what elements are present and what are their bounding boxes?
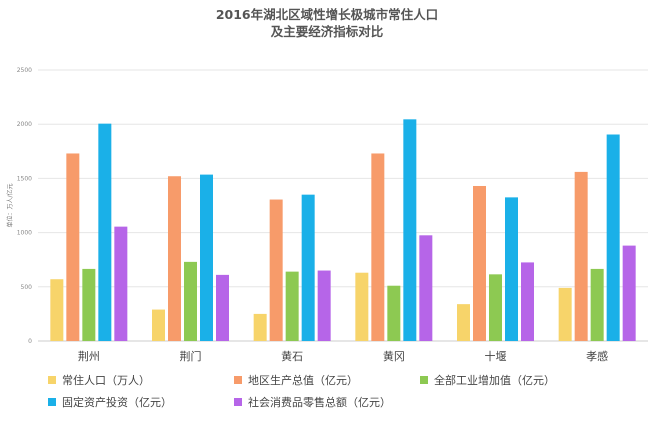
legend-label-investment: 固定资产投资（亿元） [62,396,172,409]
legend-label-gdp: 地区生产总值（亿元） [248,374,358,387]
bar-十堰-3 [505,197,518,341]
legend-swatch-gdp [234,376,242,384]
bar-荆门-1 [168,176,181,341]
bar-黄冈-2 [387,285,401,341]
bar-十堰-4 [521,262,534,341]
legend-swatch-retail [234,398,242,406]
bar-黄冈-1 [371,153,385,341]
bar-孝感-1 [574,171,588,341]
y-tick-label-2000: 2000 [17,121,32,128]
bar-十堰-2 [489,274,502,341]
legend-swatch-industry [420,376,428,384]
chart-title-line-1: 2016年湖北区域性增长极城市常住人口 [215,7,439,22]
bar-黄石-3 [301,194,315,341]
bar-十堰-1 [473,185,486,341]
x-category-label-十堰: 十堰 [485,349,507,363]
y-axis-label: 单位：万人/亿元 [6,183,14,227]
x-category-label-黄石: 黄石 [281,349,303,363]
bar-荆州-4 [114,226,128,341]
legend-item-investment: 固定资产投资（亿元） [48,394,172,410]
legend-swatch-population [48,376,56,384]
bar-孝感-0 [558,287,572,341]
bar-孝感-4 [622,245,636,341]
y-tick-label-1500: 1500 [17,175,32,182]
legend-label-industry: 全部工业增加值（亿元） [434,374,555,387]
bar-荆门-0 [152,309,165,341]
y-tick-label-0: 0 [28,338,32,345]
x-category-label-荆州: 荆州 [78,350,100,363]
legend-item-population: 常住人口（万人） [48,372,150,388]
legend-label-population: 常住人口（万人） [62,374,150,387]
x-category-label-黄冈: 黄冈 [383,349,405,363]
bar-黄石-4 [317,270,331,341]
legend-label-retail: 社会消费品零售总额（亿元） [248,396,391,409]
bar-荆州-3 [98,123,112,342]
bar-黄石-0 [253,313,267,341]
bar-黄石-1 [269,199,283,341]
chart-title-line-2: 及主要经济指标对比 [270,24,384,39]
bar-黄冈-3 [403,119,417,342]
legend-item-industry: 全部工业增加值（亿元） [420,372,555,388]
bar-荆州-2 [82,268,96,341]
legend-item-gdp: 地区生产总值（亿元） [234,372,358,388]
bar-荆州-1 [66,153,80,341]
legend-item-retail: 社会消费品零售总额（亿元） [234,394,391,410]
bar-荆州-0 [50,279,64,341]
bar-黄冈-0 [355,272,369,341]
bar-孝感-2 [590,268,604,341]
bar-黄石-2 [285,271,299,341]
bar-黄冈-4 [419,235,433,341]
y-tick-label-1000: 1000 [17,230,32,237]
x-category-label-荆门: 荆门 [180,349,202,363]
bar-荆门-4 [216,274,229,341]
y-tick-label-500: 500 [21,284,33,291]
bar-十堰-0 [457,304,470,341]
chart-legend: 常住人口（万人） 地区生产总值（亿元） 全部工业增加值（亿元） 固定资产投资（亿… [0,372,654,416]
bar-孝感-3 [606,134,620,341]
legend-swatch-investment [48,398,56,406]
bar-荆门-3 [200,174,213,341]
x-category-label-孝感: 孝感 [586,350,608,363]
bar-荆门-2 [184,261,197,341]
y-tick-label-2500: 2500 [17,67,32,74]
